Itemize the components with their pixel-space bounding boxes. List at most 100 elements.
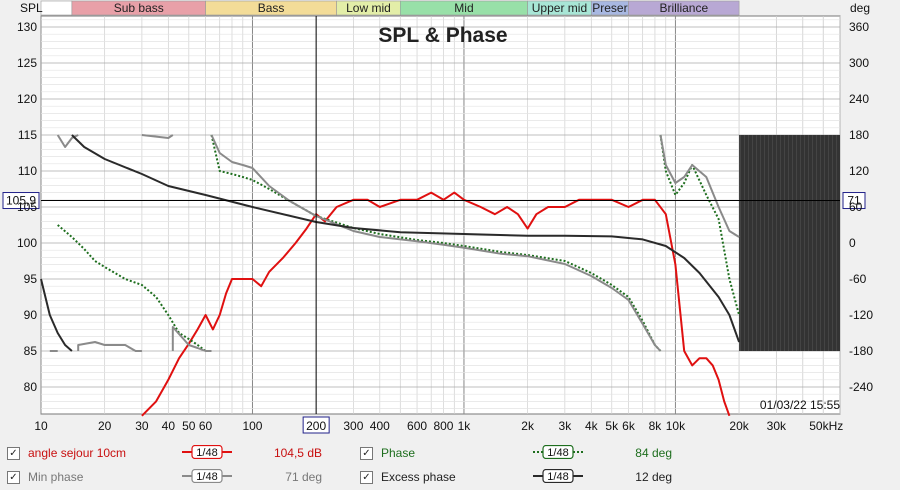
checkbox-icon[interactable]: ✓ [360,446,373,460]
legend-row: ✓ Min phase 1/48 71 deg ✓ Excess phase 1… [0,466,900,488]
legend-item-angle-sejour[interactable]: ✓ angle sejour 10cm [7,442,126,464]
series-line-min-phase [141,134,174,139]
right-tick-label: -240 [849,380,873,394]
legend: ✓ angle sejour 10cm 1/48 104,5 dB ✓ Phas… [0,440,900,490]
legend-smoothing-button[interactable]: 1/48 [533,444,583,460]
timestamp: 01/03/22 15:55 [760,398,840,412]
x-tick-label: 1k [458,419,472,433]
chart-title: SPL & Phase [378,24,507,47]
right-tick-label: -180 [849,344,873,358]
x-tick-label: 50kHz [809,419,843,433]
x-tick-label: 600 [407,419,427,433]
left-tick-label: 105 [17,200,37,214]
x-tick-label: 2k [521,419,535,433]
cursor-y-box [2,192,40,210]
legend-item-excess-phase[interactable]: ✓ Excess phase [360,466,456,488]
checkbox-icon[interactable]: ✓ [7,470,20,484]
x-tick-label: 30 [135,419,149,433]
smoothing-swatch: 1/48 [533,444,583,460]
left-tick-label: 100 [17,236,37,250]
left-tick-label: 90 [24,308,38,322]
x-tick-label: 10k [666,419,686,433]
left-tick-label: 80 [24,380,38,394]
right-tick-label: 180 [849,128,869,142]
legend-item-phase[interactable]: ✓ Phase [360,442,415,464]
right-tick-label: 300 [849,56,869,70]
right-tick-label: 240 [849,92,869,106]
swatch-box [542,468,574,484]
x-tick-label: 6k [622,419,636,433]
smoothing-label: 1/48 [547,447,568,459]
legend-name: Excess phase [381,470,456,484]
band-label: Upper mid [532,1,587,15]
left-tick-label: 85 [24,344,38,358]
x-tick-label: 400 [370,419,390,433]
right-tick-label: -60 [849,272,867,286]
right-tick-label: -120 [849,308,873,322]
legend-value: 12 deg [635,470,672,484]
swatch-box [191,444,223,460]
left-tick-label: 110 [18,164,37,178]
left-tick-label: 115 [18,128,37,142]
x-tick-label: 800 [433,419,453,433]
x-tick-label: 10 [34,419,48,433]
x-tick-label: 5k [605,419,619,433]
left-tick-label: 120 [17,92,37,106]
legend-value: 104,5 dB [273,446,322,460]
legend-value: 84 deg [635,446,672,460]
legend-smoothing-button[interactable]: 1/48 [182,468,232,484]
x-tick-label: 20k [729,419,749,433]
band-label: Preser [592,1,627,15]
swatch-box [542,444,574,460]
cursor-right-box [842,192,866,210]
cursor-x-box [302,416,330,434]
spl-phase-chart[interactable]: Sub bass Bass Low mid Mid Upper mid Preser Bri… [0,0,900,440]
cursor-x-label: 200 [306,419,326,433]
legend-value: 71 deg [285,470,322,484]
right-tick-label: 120 [849,164,869,178]
legend-name: angle sejour 10cm [28,446,127,460]
smoothing-swatch: 1/48 [533,468,583,484]
x-tick-label: 20 [98,419,112,433]
legend-smoothing-button[interactable]: 1/48 [533,468,583,484]
legend-item-min-phase[interactable]: ✓ Min phase [7,466,83,488]
smoothing-swatch: 1/48 [182,444,232,460]
plot-area[interactable] [40,15,841,415]
smoothing-swatch: 1/48 [182,468,232,484]
series-line-excess-phase [40,278,73,352]
smoothing-label: 1/48 [196,471,217,483]
series-line-min-phase [659,134,740,238]
series-line-min-phase [77,341,142,352]
x-tick-label: 8k [649,419,663,433]
band-label: Mid [454,1,473,15]
series-line-min-phase [171,326,212,352]
band-segment [628,0,740,16]
legend-smoothing-button[interactable]: 1/48 [182,444,232,460]
x-tick-label: 40 [162,419,176,433]
phase-noise-block [739,135,840,351]
checkbox-icon[interactable]: ✓ [7,446,20,460]
left-tick-label: 130 [17,20,37,34]
legend-row: ✓ angle sejour 10cm 1/48 104,5 dB ✓ Phas… [0,442,900,464]
legend-name: Phase [381,446,416,460]
checkbox-icon[interactable]: ✓ [360,470,373,484]
right-tick-label: 0 [849,236,856,250]
x-tick-label: 300 [343,419,363,433]
x-tick-label: 4k [585,419,599,433]
legend-name: Min phase [28,470,84,484]
series-line-phase [210,134,662,352]
right-tick-label: 360 [849,20,869,34]
cursor-right-label: 71 [847,194,861,208]
series-line-excess-phase [71,134,741,343]
cursor-y-label: 105,9 [6,194,36,208]
band-label: Low mid [346,1,391,15]
left-axis-label: SPL [20,1,43,15]
x-tick-label: 50 [182,419,196,433]
right-tick-label: 60 [849,200,863,214]
band-label: Sub bass [114,1,164,15]
band-label: Bass [258,1,285,15]
x-tick-label: 100 [242,419,262,433]
smoothing-label: 1/48 [547,471,568,483]
series-line-angle-sejour-10cm [141,191,731,417]
x-tick-label: 3k [559,419,573,433]
